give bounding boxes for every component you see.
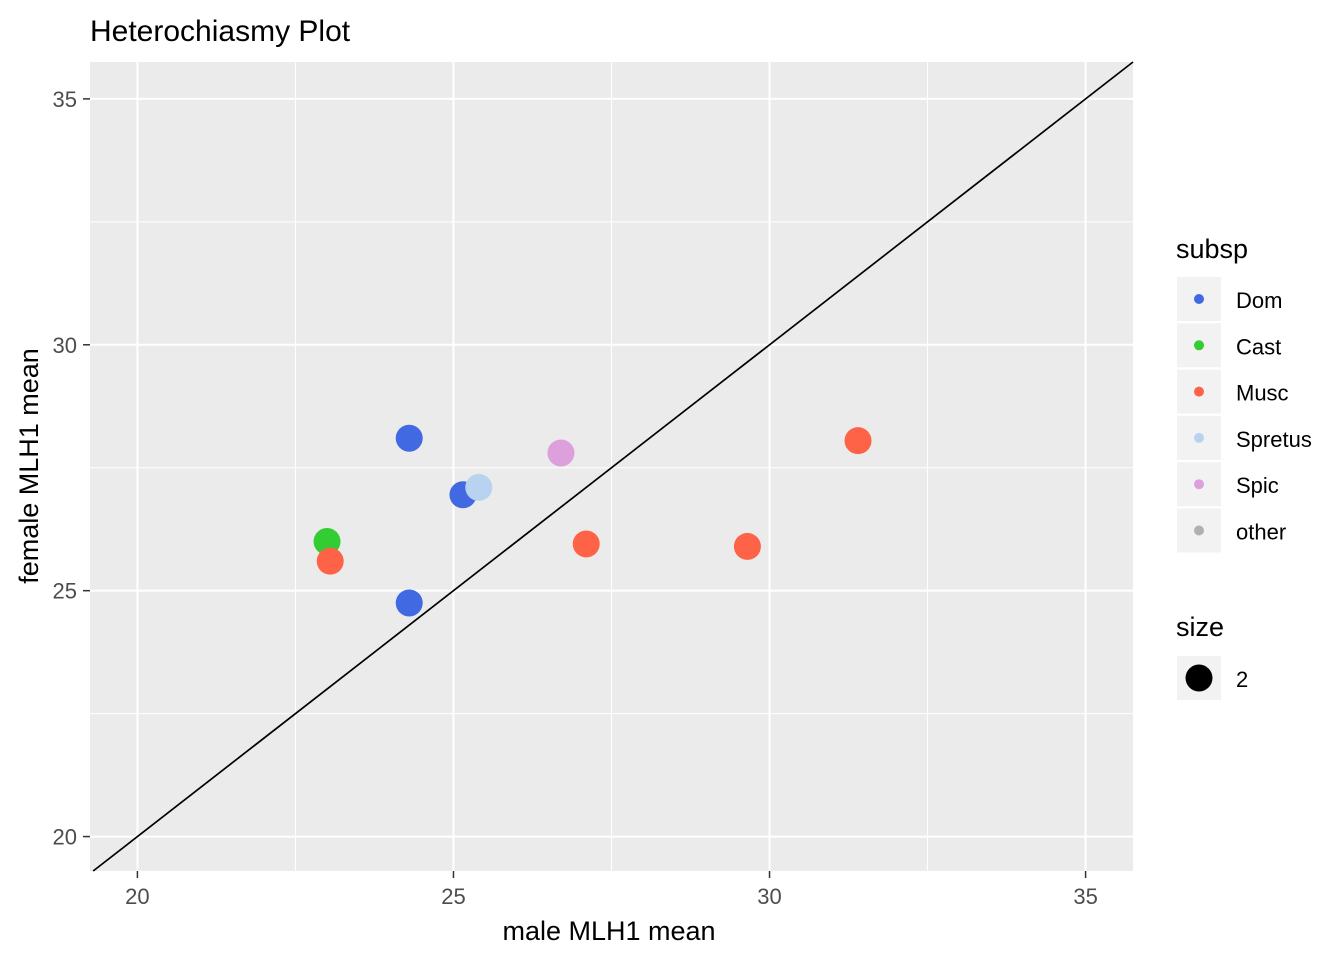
- x-tick-label: 30: [757, 884, 781, 909]
- chart-title: Heterochiasmy Plot: [90, 15, 351, 48]
- x-tick-label: 35: [1073, 884, 1097, 909]
- legend-swatch-other: [1194, 525, 1204, 536]
- y-tick-label: 20: [53, 825, 77, 850]
- legend-label-size: 2: [1236, 667, 1248, 692]
- legend-label-spic: Spic: [1236, 473, 1279, 498]
- y-tick-label: 35: [53, 87, 77, 112]
- y-tick-label: 30: [53, 333, 77, 358]
- legend-title-subsp: subsp: [1176, 234, 1248, 264]
- grid-lines: [90, 62, 1133, 871]
- data-point-musc: [844, 427, 872, 455]
- data-point-musc: [572, 530, 600, 558]
- x-tick-label: 25: [441, 884, 465, 909]
- legend-label-spretus: Spretus: [1236, 427, 1312, 452]
- axis-ticks: 20 25 30 35 20 25 30 35: [53, 87, 1098, 909]
- legend-swatch-dom: [1194, 294, 1204, 304]
- data-point-spretus: [465, 473, 493, 501]
- x-axis-label: male MLH1 mean: [502, 916, 715, 946]
- data-point-musc: [316, 547, 344, 575]
- legend-label-musc: Musc: [1236, 381, 1289, 406]
- data-point-spic: [547, 439, 575, 467]
- x-tick-label: 20: [125, 884, 149, 909]
- data-point-musc: [733, 532, 761, 560]
- legend-label-cast: Cast: [1236, 334, 1281, 359]
- legend-swatch-spic: [1194, 479, 1204, 490]
- legend-swatch-size: [1185, 664, 1213, 692]
- legend-label-other: other: [1236, 520, 1286, 545]
- data-point-dom: [395, 424, 423, 452]
- legend-swatch-musc: [1194, 386, 1204, 397]
- legend-label-dom: Dom: [1236, 288, 1282, 313]
- legend: subsp Dom Cast Musc Spretus Spic other size 2: [1176, 234, 1312, 700]
- y-tick-label: 25: [53, 579, 77, 604]
- legend-swatch-cast: [1194, 340, 1204, 351]
- legend-swatch-spretus: [1194, 432, 1204, 443]
- y-axis-label: female MLH1 mean: [14, 348, 44, 584]
- identity-reference-line: [92, 61, 1134, 872]
- legend-title-size: size: [1176, 612, 1224, 642]
- data-points: [313, 424, 872, 617]
- data-point-dom: [395, 589, 423, 617]
